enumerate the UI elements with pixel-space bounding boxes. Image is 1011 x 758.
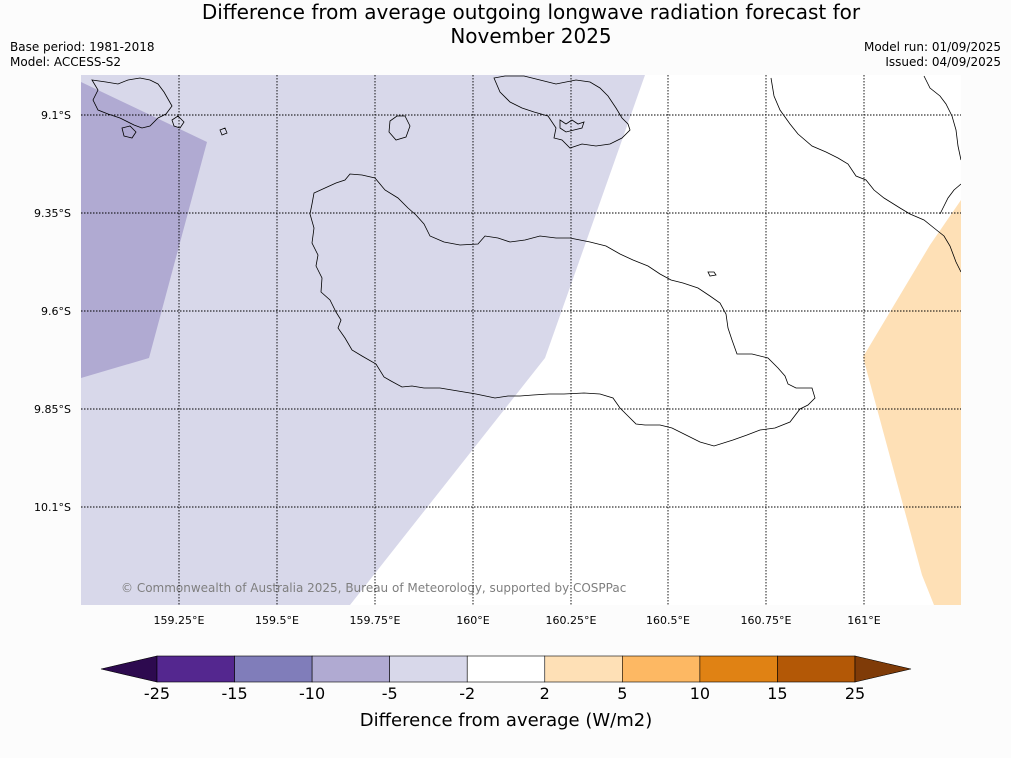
colorbar-tick-label: 5 <box>617 684 627 703</box>
lat-label: 9.85°S <box>34 403 71 416</box>
colorbar-cell <box>544 655 623 683</box>
meta-right: Model run: 01/09/2025 Issued: 04/09/2025 <box>864 40 1001 70</box>
colorbar-tick-label: 25 <box>845 684 865 703</box>
colorbar-cell <box>622 655 701 683</box>
colorbar-tick-label: -25 <box>144 684 170 703</box>
lon-label: 161°E <box>847 614 880 627</box>
lon-label: 159.5°E <box>255 614 299 627</box>
issued-date: Issued: 04/09/2025 <box>885 55 1001 69</box>
coastline-small-islet-east <box>707 271 717 277</box>
colorbar: -25 -15 -10 -5 -2 2 5 10 15 25 Difference from av… <box>100 655 912 731</box>
colorbar-tick-labels: -25 -15 -10 -5 -2 2 5 10 15 25 <box>144 684 865 703</box>
meta-left: Base period: 1981-2018 Model: ACCESS-S2 <box>10 40 155 70</box>
coastline-russell-west <box>91 77 173 129</box>
anomaly-region-plus2-to-plus5 <box>863 200 961 605</box>
model-name: Model: ACCESS-S2 <box>10 55 122 69</box>
colorbar-tick-label: -10 <box>299 684 325 703</box>
graticule <box>81 75 961 605</box>
coastline-guadalcanal <box>309 173 816 447</box>
copyright-notice: © Commonwealth of Australia 2025, Bureau… <box>121 581 626 595</box>
colorbar-tick-label: 2 <box>540 684 550 703</box>
lat-label: 9.6°S <box>41 305 71 318</box>
colorbar-tick-label: -5 <box>382 684 398 703</box>
colorbar-cell <box>699 655 778 683</box>
map-title: Difference from average outgoing longwav… <box>0 0 1011 48</box>
title-line-2: November 2025 <box>450 24 612 48</box>
colorbar-tick-label: 10 <box>690 684 710 703</box>
colorbar-cell <box>156 655 235 683</box>
lon-label: 160°E <box>456 614 489 627</box>
map-panel: © Commonwealth of Australia 2025, Bureau… <box>34 75 961 627</box>
colorbar-cells <box>156 655 856 683</box>
longitude-labels: 159.25°E 159.5°E 159.75°E 160°E 160.25°E… <box>154 614 881 627</box>
colorbar-cell <box>466 655 546 683</box>
anomaly-region-minus5-to-minus10 <box>81 82 207 378</box>
colorbar-high-extend <box>854 655 912 683</box>
colorbar-title: Difference from average (W/m2) <box>360 710 652 731</box>
coastline-savo-island <box>388 115 411 141</box>
lat-label: 9.35°S <box>34 207 71 220</box>
latitude-labels: 9.1°S 9.35°S 9.6°S 9.85°S 10.1°S <box>34 109 71 514</box>
colorbar-cell <box>234 655 313 683</box>
lon-label: 159.25°E <box>154 614 205 627</box>
colorbar-tick-label: -15 <box>221 684 247 703</box>
model-run: Model run: 01/09/2025 <box>863 40 1001 54</box>
lon-label: 159.75°E <box>350 614 401 627</box>
coastline-islets-north <box>559 119 585 133</box>
lat-label: 10.1°S <box>34 501 71 514</box>
coastline-florida-islands <box>493 75 631 149</box>
colorbar-cell <box>389 655 468 683</box>
colorbar-low-extend <box>100 655 158 683</box>
lon-label: 160.75°E <box>741 614 792 627</box>
base-period: Base period: 1981-2018 <box>10 40 155 54</box>
lon-label: 160.5°E <box>646 614 690 627</box>
coastline-russell-islets <box>121 115 228 139</box>
anomaly-region-minus2-to-minus5 <box>81 75 645 605</box>
colorbar-tick-label: -2 <box>459 684 475 703</box>
title-line-1: Difference from average outgoing longwav… <box>201 0 861 24</box>
colorbar-cell <box>311 655 390 683</box>
lat-label: 9.1°S <box>41 109 71 122</box>
lon-label: 160.25°E <box>546 614 597 627</box>
colorbar-tick-label: 15 <box>767 684 787 703</box>
coastlines <box>91 75 961 447</box>
colorbar-cell <box>777 655 856 683</box>
coastline-malaita <box>770 75 961 273</box>
